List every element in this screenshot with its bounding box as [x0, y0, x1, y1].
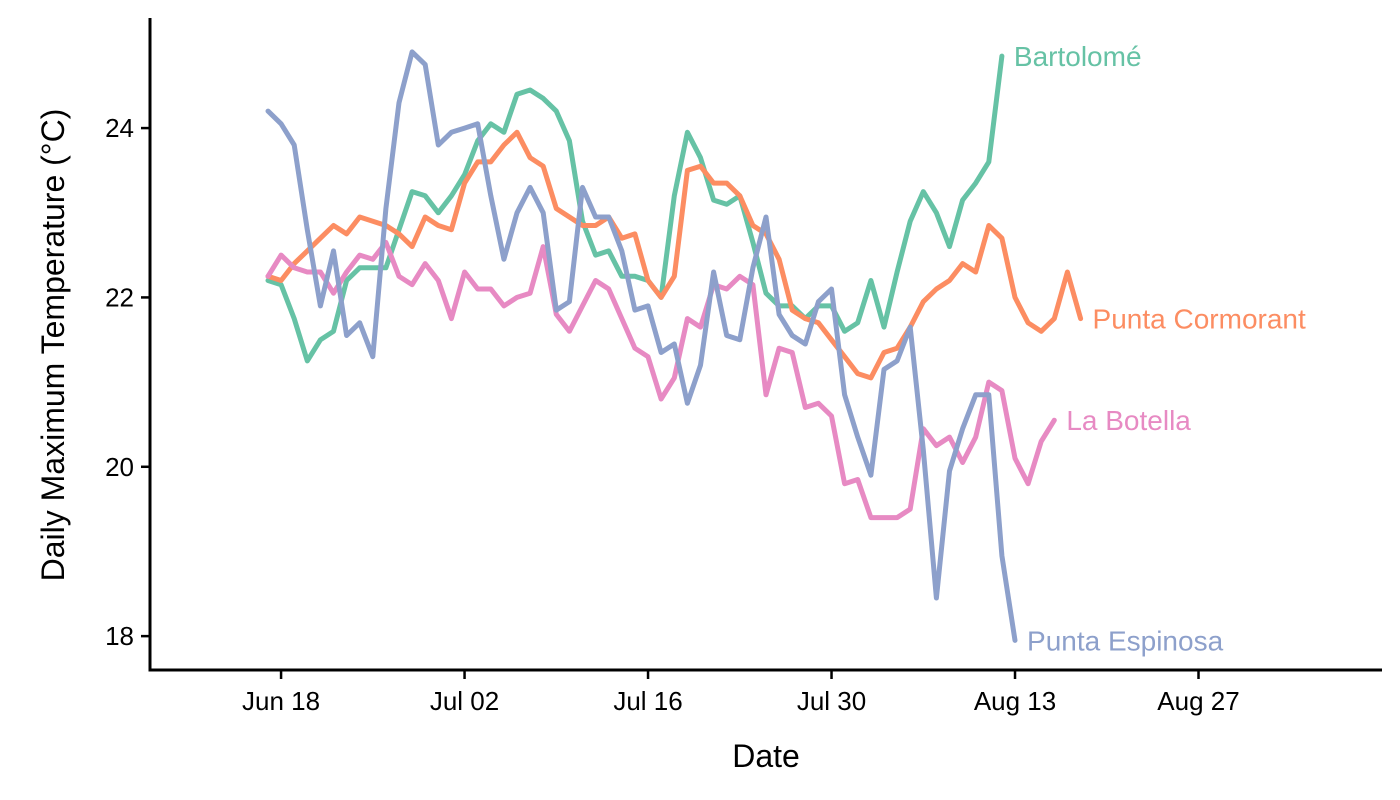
series-label-punta-espinosa: Punta Espinosa [1027, 625, 1224, 656]
series-layer [265, 49, 1084, 643]
series-labels: Bartolomé Punta Cormorant La Botella Punta … [1014, 41, 1306, 656]
y-axis-ticks: 18 20 22 24 [105, 113, 150, 651]
x-axis-ticks: Jun 18 Jul 02 Jul 16 Jul 30 Aug 13 Aug 27 [242, 670, 1240, 716]
series-label-punta-cormorant: Punta Cormorant [1093, 304, 1306, 335]
y-tick-label-24: 24 [105, 113, 134, 143]
x-tick-label-1: Jul 02 [430, 686, 499, 716]
y-tick-label-18: 18 [105, 621, 134, 651]
x-tick-label-4: Aug 13 [974, 686, 1056, 716]
x-tick-label-0: Jun 18 [242, 686, 320, 716]
series-label-bartolome: Bartolomé [1014, 41, 1142, 72]
x-axis-title: Date [732, 738, 800, 774]
series-label-la-botella: La Botella [1066, 405, 1191, 436]
series-line-punta-cormorant [265, 129, 1084, 381]
y-tick-label-22: 22 [105, 282, 134, 312]
y-axis-title: Daily Maximum Temperature (°C) [35, 109, 71, 582]
x-tick-label-3: Jul 30 [797, 686, 866, 716]
x-tick-label-2: Jul 16 [613, 686, 682, 716]
x-tick-label-5: Aug 27 [1157, 686, 1239, 716]
y-tick-label-20: 20 [105, 452, 134, 482]
series-line-punta-espinosa [265, 49, 1018, 643]
